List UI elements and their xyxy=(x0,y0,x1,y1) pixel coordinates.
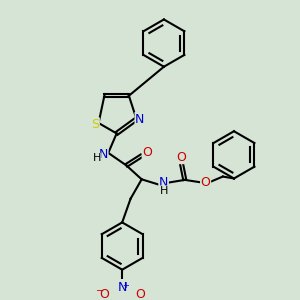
Text: O: O xyxy=(176,151,186,164)
Text: H: H xyxy=(92,154,101,164)
Text: H: H xyxy=(159,186,168,196)
Text: +: + xyxy=(123,281,130,290)
Text: S: S xyxy=(91,118,99,131)
Text: N: N xyxy=(118,281,127,294)
Text: O: O xyxy=(135,288,145,300)
Text: O: O xyxy=(201,176,211,189)
Text: O: O xyxy=(142,146,152,159)
Text: N: N xyxy=(135,112,145,125)
Text: N: N xyxy=(159,176,168,189)
Text: N: N xyxy=(99,148,108,161)
Text: O: O xyxy=(99,288,109,300)
Text: −: − xyxy=(96,286,104,296)
